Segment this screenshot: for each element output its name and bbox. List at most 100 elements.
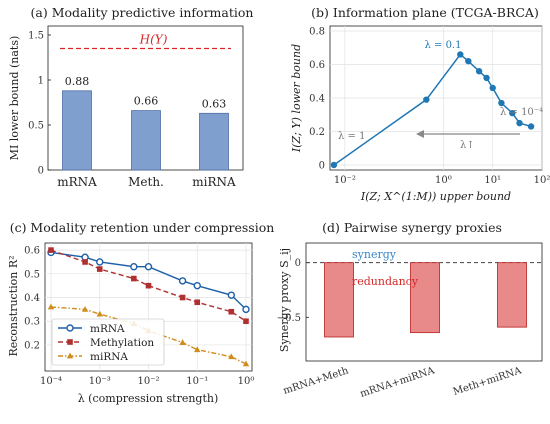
panel-c-ylabel: Reconstruction R² (7, 255, 20, 356)
panel-b-xtick-label: 10⁰ (435, 175, 452, 186)
panel-d-axes (305, 242, 543, 362)
information-plane-point (483, 74, 490, 82)
panel-a-ytick-label: 1 (38, 76, 44, 87)
information-plane-point (509, 109, 516, 117)
panel-c-title: (c) Modality retention under compression (10, 220, 275, 235)
panel-a-category-label: mRNA (57, 175, 97, 189)
panel-b-ytick-label: 0.6 (309, 60, 325, 71)
series-point (82, 259, 88, 265)
panel-b-ytick-label: 0.8 (309, 27, 325, 38)
panel-b-xlabel: I(Z; X^(1:M)) upper bound (360, 190, 511, 203)
information-plane-point (498, 99, 505, 107)
panel-c-xtick-label: 10⁰ (238, 376, 255, 387)
panel-b-xtick-label: 10⁻² (334, 175, 356, 186)
series-point (131, 275, 137, 282)
panel-d-category-label: Meth+miRNA (452, 365, 524, 398)
bar-value-label: 0.63 (202, 97, 227, 110)
panel-c-xtick-label: 10⁻⁴ (40, 376, 62, 387)
panel-b: (b) Information plane (TCGA-BRCA) I(Z; Y… (290, 5, 550, 203)
panel-a-title: (a) Modality predictive information (31, 5, 254, 20)
legend-entry-label: miRNA (90, 351, 128, 363)
panel-b-ytick-label: 0.4 (309, 94, 325, 105)
information-plane-point (423, 96, 430, 103)
series-point (144, 263, 153, 271)
series-line (50, 306, 247, 365)
series-point (227, 291, 236, 299)
synergy-bar (410, 262, 440, 334)
panel-c-ytick-label: 0.3 (24, 317, 40, 328)
lambda-low-label: λ = 1 (338, 131, 365, 142)
panel-b-title: (b) Information plane (TCGA-BRCA) (311, 5, 539, 20)
panel-c-ytick-label: 0.5 (24, 269, 40, 280)
modality-bar (199, 112, 229, 171)
panel-b-ytick-label: 0.2 (309, 127, 325, 138)
series-point (243, 318, 249, 325)
entropy-reference-label: H(Y) (139, 33, 168, 47)
panel-b-xtick-label: 10¹ (484, 175, 501, 186)
series-point (179, 294, 186, 301)
panel-c-legend: mRNA Methylation miRNA (51, 318, 165, 366)
panel-a-category-label: Meth. (128, 175, 164, 189)
series-point (47, 303, 55, 310)
information-plane-point (516, 119, 523, 127)
synergy-bar (324, 262, 354, 338)
panel-c-ytick-label: 0.2 (24, 340, 40, 351)
panel-a-ylabel: MI lower bound (nats) (8, 36, 21, 161)
information-plane-point (330, 161, 338, 169)
panel-c-ytick-label: 0.6 (24, 246, 40, 257)
series-point (66, 324, 74, 332)
panel-d-ytick-label: 0 (295, 258, 301, 269)
panel-c-xtick-label: 10⁻³ (89, 376, 111, 387)
panel-d-category-label: mRNA+Meth (282, 365, 351, 397)
panel-a-ytick-label: 0.5 (28, 121, 44, 132)
redundancy-label: redundancy (352, 275, 419, 288)
series-point (228, 308, 235, 315)
series-point (96, 258, 104, 266)
series-point (194, 299, 201, 306)
series-point (145, 282, 152, 289)
panel-d: (d) Pairwise synergy proxies Synergy pro… (277, 220, 543, 400)
series-point (228, 353, 235, 360)
information-plane-point (475, 68, 483, 75)
series-point (193, 281, 201, 290)
legend-entry-label: mRNA (90, 323, 125, 335)
panel-d-ylabel: Synergy proxy S_ij (278, 248, 291, 352)
series-point (194, 346, 201, 353)
panel-d-category-label: mRNA+miRNA (359, 365, 437, 400)
panel-c-ytick-label: 0.4 (24, 293, 40, 304)
panel-a-ytick-label: 0 (38, 166, 44, 177)
panel-c: (c) Modality retention under compression… (7, 220, 274, 405)
lambda-high-label: λ = 10⁻⁴ (500, 107, 543, 118)
lambda-direction-arrow-head (416, 130, 424, 138)
series-point (178, 277, 187, 285)
panel-c-xtick-label: 10⁻¹ (186, 376, 208, 387)
legend-entry-label: Methylation (90, 337, 154, 349)
information-plane-point (527, 123, 535, 130)
information-plane-point (489, 84, 496, 92)
panel-a-category-label: miRNA (192, 175, 236, 189)
series-point (66, 352, 74, 359)
panel-c-xtick-label: 10⁻² (137, 376, 159, 387)
bar-value-label: 0.88 (65, 75, 90, 88)
panel-a-ytick-label: 1.5 (28, 31, 44, 42)
panel-d-title: (d) Pairwise synergy proxies (322, 220, 502, 235)
panel-b-ylabel: I(Z; Y) lower bound (290, 44, 303, 153)
panel-c-xlabel: λ (compression strength) (78, 392, 219, 405)
information-plane-point (465, 57, 472, 65)
information-plane-point (457, 51, 464, 58)
modality-bar (131, 110, 161, 171)
series-point (67, 339, 73, 345)
lambda-mid-label: λ = 0.1 (425, 40, 462, 51)
panel-a: (a) Modality predictive information MI l… (8, 5, 253, 189)
series-point (242, 305, 250, 314)
series-point (130, 263, 138, 271)
series-point (96, 310, 103, 317)
series-point (48, 247, 54, 253)
modality-bar (62, 90, 92, 171)
synergy-bar (497, 262, 527, 328)
panel-d-ytick-label: −0.5 (277, 313, 301, 324)
panel-b-xtick-label: 10² (534, 175, 550, 186)
series-point (242, 360, 250, 367)
series-point (179, 339, 186, 345)
